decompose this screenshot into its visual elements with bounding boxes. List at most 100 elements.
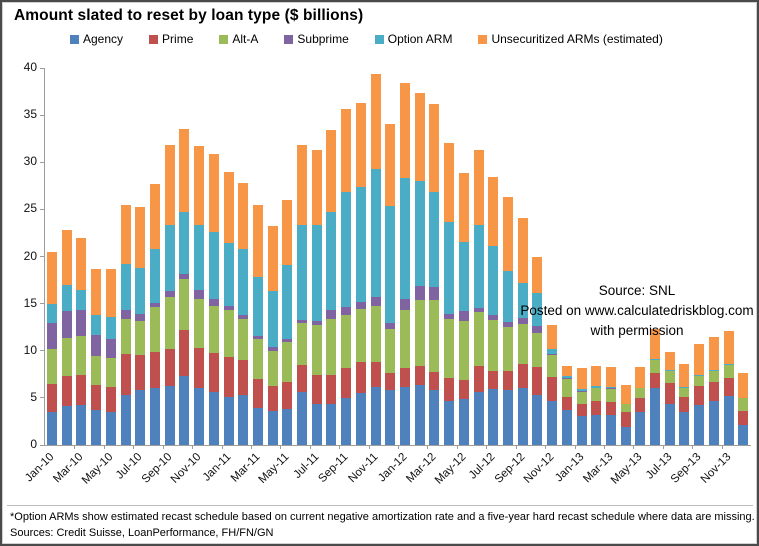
bar-dec-10 (208, 153, 219, 445)
bar-segment-unsecuritized (694, 344, 705, 376)
x-axis-tick (103, 445, 105, 449)
bar-segment-option (297, 224, 308, 320)
bar-segment-unsecuritized (400, 83, 410, 179)
bar-segment-prime (694, 385, 705, 406)
bar-segment-prime (149, 351, 160, 389)
bar-apr-11 (267, 226, 278, 445)
bar-segment-agency (635, 412, 646, 445)
bar-segment-unsecuritized (650, 329, 661, 360)
bar-segment-unsecuritized (723, 330, 734, 364)
bar-segment-prime (605, 401, 616, 415)
bar-segment-alt-a (385, 329, 396, 374)
bar-segment-option (267, 291, 278, 348)
bar-segment-alt-a (149, 307, 160, 352)
bar-segment-alt-a (179, 279, 190, 331)
bar-segment-agency (664, 403, 675, 445)
bar-segment-alt-a (105, 358, 116, 387)
bar-segment-agency (694, 405, 705, 445)
bar-segment-unsecuritized (635, 366, 646, 388)
y-axis-tick (40, 208, 45, 210)
bar-segment-agency (650, 388, 661, 445)
bar-segment-alt-a (650, 360, 661, 374)
bar-oct-12 (532, 257, 543, 445)
bar-feb-13 (591, 365, 602, 445)
bar-segment-option (385, 205, 396, 323)
bar-segment-subprime (179, 273, 190, 280)
bar-segment-agency (679, 412, 690, 445)
bar-segment-agency (311, 404, 322, 445)
x-axis-tick (74, 445, 76, 449)
legend-item-prime: Prime (149, 32, 193, 46)
bar-segment-agency (708, 400, 719, 445)
legend-swatch-icon (284, 34, 294, 44)
bar-segment-agency (591, 414, 602, 445)
annotation-posted: Posted on www.calculatedriskblog.com (520, 303, 754, 318)
bar-segment-prime (444, 378, 455, 401)
bar-segment-prime (650, 373, 661, 389)
bar-segment-agency (532, 395, 543, 445)
bar-segment-agency (502, 390, 513, 445)
bar-segment-unsecuritized (532, 257, 543, 294)
bar-segment-option (488, 246, 499, 315)
bar-jul-10 (135, 206, 146, 445)
bar-segment-subprime (400, 298, 410, 311)
bar-segment-prime (517, 363, 528, 389)
bar-jan-11 (223, 171, 234, 445)
bar-jun-11 (297, 145, 308, 445)
bar-segment-prime (252, 379, 263, 409)
bar-segment-subprime (311, 320, 322, 326)
bar-segment-alt-a (326, 318, 337, 376)
bar-segment-alt-a (502, 327, 513, 371)
bar-segment-agency (488, 389, 499, 445)
bar-segment-unsecuritized (282, 199, 293, 266)
bar-segment-subprime (164, 291, 175, 298)
bar-segment-option (355, 186, 366, 302)
bar-segment-prime (194, 347, 205, 389)
x-axis-tick (250, 445, 252, 449)
bar-segment-option (547, 348, 558, 354)
bar-sep-11 (341, 108, 352, 445)
bar-segment-alt-a (91, 356, 102, 385)
bar-segment-prime (547, 377, 558, 401)
bar-segment-unsecuritized (208, 153, 219, 233)
bar-segment-unsecuritized (179, 129, 190, 213)
bar-segment-prime (473, 365, 484, 393)
bar-segment-prime (164, 348, 175, 386)
bar-segment-alt-a (605, 389, 616, 402)
bar-segment-subprime (149, 302, 160, 308)
bar-segment-alt-a (282, 342, 293, 382)
bar-segment-unsecuritized (120, 204, 131, 265)
bar-segment-unsecuritized (385, 123, 396, 206)
sources-line: Sources: Credit Suisse, LoanPerformance,… (10, 527, 274, 539)
bar-segment-option (208, 232, 219, 299)
bar-segment-option (223, 243, 234, 306)
legend-swatch-icon (219, 34, 229, 44)
y-axis-tick (40, 303, 45, 305)
bar-segment-agency (326, 403, 337, 445)
bar-segment-alt-a (164, 297, 175, 349)
bar-segment-prime (355, 362, 366, 394)
bar-segment-option (694, 375, 705, 377)
bar-oct-11 (355, 102, 366, 445)
bar-segment-option (76, 290, 87, 311)
bar-segment-alt-a (708, 370, 719, 382)
footnote-option-arms: *Option ARMs show estimated recast sched… (10, 511, 755, 523)
bar-segment-alt-a (61, 337, 72, 377)
legend-label: Alt-A (232, 32, 259, 46)
y-axis-tick (40, 256, 45, 257)
y-axis-label: 5 (30, 389, 37, 404)
bar-segment-alt-a (679, 388, 690, 397)
bar-segment-unsecuritized (458, 172, 469, 243)
bar-segment-subprime (297, 319, 308, 323)
bar-jul-13 (664, 351, 675, 445)
bar-segment-agency (385, 390, 396, 445)
bar-jun-10 (120, 204, 131, 445)
bar-segment-unsecuritized (311, 150, 322, 226)
bar-segment-option (105, 316, 116, 339)
bar-segment-unsecuritized (370, 73, 381, 169)
bar-segment-option (458, 242, 469, 312)
bar-segment-option (576, 389, 587, 392)
bar-segment-alt-a (311, 325, 322, 376)
bar-segment-subprime (605, 388, 616, 390)
bar-segment-prime (635, 397, 646, 413)
